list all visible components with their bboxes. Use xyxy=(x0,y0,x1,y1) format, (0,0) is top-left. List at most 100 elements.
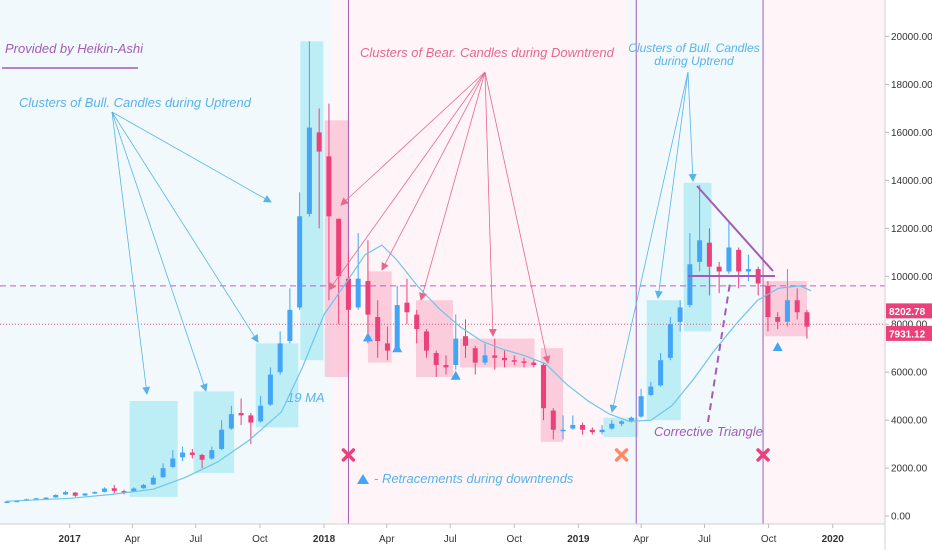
bear-candle xyxy=(414,314,420,330)
bull-candle xyxy=(102,488,108,492)
bull-candle xyxy=(209,450,215,459)
candlesticks xyxy=(4,41,810,503)
bull-candle xyxy=(53,494,59,498)
region-2018 xyxy=(331,0,628,524)
bull-candle xyxy=(677,307,683,322)
bull-uptrend-2-line1: Clusters of Bull. Candles xyxy=(628,41,759,55)
x-tick-label: 2017 xyxy=(59,534,82,545)
y-tick-label: 16000.00 xyxy=(891,128,932,139)
bull-candle xyxy=(14,500,20,503)
x-tick-label: Oct xyxy=(506,534,522,545)
bull-candle xyxy=(306,127,312,214)
markers xyxy=(341,332,783,462)
bear-candle xyxy=(462,336,468,346)
bear-candle xyxy=(706,242,712,267)
x-axis: 2017 Apr Jul Oct 2018 Apr Jul Oct 2019 Apr Jul Oct 2… xyxy=(59,524,844,545)
bull-candle xyxy=(160,468,166,478)
y-tick-label: 20000.00 xyxy=(891,32,932,43)
corrective-triangle-text: Corrective Triangle xyxy=(654,424,763,439)
bull-candle xyxy=(258,405,264,422)
bear-candle xyxy=(521,361,527,363)
bull-candle xyxy=(92,492,98,494)
bear-candle xyxy=(199,454,205,460)
bull-candle xyxy=(619,421,625,424)
bull-candle xyxy=(570,424,576,429)
y-tick-label: 6000.00 xyxy=(891,368,928,379)
bull-cluster-box xyxy=(646,300,681,421)
bull-candle xyxy=(745,269,751,272)
x-mark-stroke xyxy=(341,448,356,462)
bear-candle xyxy=(511,360,517,362)
y-tick-label: 14000.00 xyxy=(891,176,932,187)
bear-candle xyxy=(111,488,117,491)
x-tick-label: Jul xyxy=(444,534,457,545)
bear-candle xyxy=(404,302,410,313)
y-tick-label: 10000.00 xyxy=(891,272,932,283)
bear-candle xyxy=(775,317,781,322)
bear-candle xyxy=(248,415,254,423)
retracement-triangle-icon xyxy=(392,343,403,353)
bear-candle xyxy=(375,317,381,342)
retracement-legend-icon xyxy=(357,474,369,484)
y-axis: 20000.00 18000.00 16000.00 14000.00 12000.00… xyxy=(885,32,932,523)
bull-candle xyxy=(648,386,654,395)
bear-candle xyxy=(550,410,556,430)
x-mark-stroke xyxy=(756,448,770,462)
bull-candle xyxy=(82,493,88,496)
bull-candle xyxy=(609,423,615,429)
bear-candle xyxy=(492,355,498,358)
retracement-triangle-icon xyxy=(450,370,461,380)
y-tick-label: 18000.00 xyxy=(891,80,932,91)
x-tick-label: 2018 xyxy=(313,534,336,545)
bear-downtrend-text: Clusters of Bear. Candles during Downtre… xyxy=(360,45,615,60)
y-tick-label: 12000.00 xyxy=(891,224,932,235)
x-mark-icon xyxy=(756,448,770,462)
bull-candle xyxy=(33,498,39,500)
y-tick-label: 2000.00 xyxy=(891,464,928,475)
bull-arrow-4 xyxy=(111,111,272,203)
bull-candle xyxy=(638,396,644,417)
bull-uptrend-2-line2: during Uptrend xyxy=(654,54,734,68)
bear-candle xyxy=(765,285,771,318)
bear-candle xyxy=(580,424,586,430)
bear-candle xyxy=(326,156,332,217)
bull-candle xyxy=(394,305,400,349)
y-tick-label: 8000.00 xyxy=(891,320,928,331)
bull-candle xyxy=(150,477,156,485)
bull-uptrend-text: Clusters of Bull. Candles during Uptrend xyxy=(19,95,252,110)
x-tick-label: Apr xyxy=(125,534,141,545)
bear-candle xyxy=(189,452,195,455)
bear-candle xyxy=(794,300,800,313)
bear-candle xyxy=(345,278,351,310)
provider-text: Provided by Heikin-Ashi xyxy=(5,41,144,56)
bull-candle xyxy=(141,484,147,489)
price-labels: 8202.78 7931.12 xyxy=(886,303,932,341)
bull-candle xyxy=(784,300,790,322)
bear-cluster-box xyxy=(459,338,535,368)
price-label-bg xyxy=(886,303,932,319)
bull-candle xyxy=(355,278,361,308)
annotation-arrows xyxy=(111,71,697,413)
annotation-texts: Provided by Heikin-Ashi Clusters of Bull… xyxy=(2,41,763,486)
bull-candle xyxy=(560,429,566,432)
bull-candle xyxy=(667,324,673,358)
y-tick-label: 4000.00 xyxy=(891,416,928,427)
bear-candle xyxy=(531,362,537,366)
bear-candle xyxy=(716,266,722,272)
bull-candle xyxy=(228,414,234,429)
bull-candle xyxy=(4,501,10,503)
bear-arrow-6 xyxy=(484,71,551,364)
bear-candle xyxy=(238,412,244,416)
bull-candle xyxy=(628,417,634,422)
x-tick-label: 2019 xyxy=(567,534,590,545)
bear-arrow-3 xyxy=(381,71,486,271)
bull-candle xyxy=(658,360,664,386)
retracement-legend-text: - Retracements during downtrends xyxy=(374,471,574,486)
x-tick-label: Oct xyxy=(252,534,268,545)
bull-arrow-1 xyxy=(111,111,151,395)
bear-candle xyxy=(336,218,342,277)
bear-candle xyxy=(736,249,742,272)
ma-line xyxy=(6,244,812,502)
region-2019-down xyxy=(764,0,885,524)
bear-candle xyxy=(589,429,595,433)
